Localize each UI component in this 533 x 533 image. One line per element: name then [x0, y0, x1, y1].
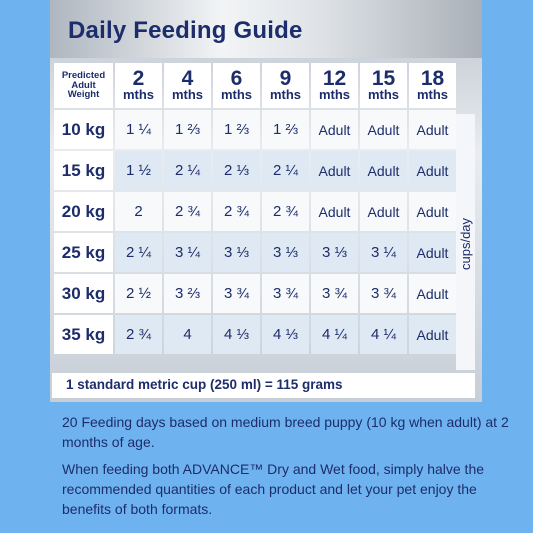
table-cell: Adult [409, 315, 456, 354]
age-header-15: 15 mths [360, 63, 407, 108]
table-cell: 1 ¼ [115, 110, 162, 149]
table-cell: 3 ¾ [311, 274, 358, 313]
table-row: 20 kg 2 2 ¾ 2 ¾ 2 ¾ Adult Adult Adult [54, 192, 456, 231]
table-cell: 3 ¼ [360, 233, 407, 272]
age-number: 9 [279, 67, 292, 91]
age-unit: mths [367, 87, 400, 103]
age-header-4: 4 mths [164, 63, 211, 108]
row-weight: 15 kg [54, 151, 113, 190]
age-header-18: 18 mths [409, 63, 456, 108]
age-unit: mths [416, 87, 449, 103]
table-cell: 2 ¼ [164, 151, 211, 190]
age-header-9: 9 mths [262, 63, 309, 108]
table-cell: 3 ¾ [262, 274, 309, 313]
table-cell: 2 ⅓ [213, 151, 260, 190]
row-weight: 35 kg [54, 315, 113, 354]
table-cell: 2 ¾ [262, 192, 309, 231]
feeding-days-note: 20 Feeding days based on medium breed pu… [62, 414, 509, 450]
age-header-2: 2 mths [115, 63, 162, 108]
weight-header: Predicted Adult Weight [54, 63, 113, 108]
table-cell: Adult [311, 151, 358, 190]
table-cell: 3 ¾ [360, 274, 407, 313]
age-number: 15 [371, 67, 396, 91]
age-header-12: 12 mths [311, 63, 358, 108]
age-unit: mths [171, 87, 204, 103]
table-cell: Adult [409, 274, 456, 313]
table-cell: 2 ¾ [164, 192, 211, 231]
row-weight: 25 kg [54, 233, 113, 272]
table-cell: 4 ⅓ [213, 315, 260, 354]
age-unit: mths [122, 87, 155, 103]
cup-note: 1 standard metric cup (250 ml) = 115 gra… [66, 377, 343, 392]
age-unit: mths [220, 87, 253, 103]
table-cell: 3 ¼ [164, 233, 211, 272]
table-cell: 3 ⅓ [213, 233, 260, 272]
guide-title: Daily Feeding Guide [68, 17, 303, 44]
header-row: Predicted Adult Weight 2 mths 4 mths 6 mths… [54, 63, 456, 108]
table-cell: Adult [409, 233, 456, 272]
row-weight: 20 kg [54, 192, 113, 231]
table-cell: Adult [360, 151, 407, 190]
unit-label: cups/day [458, 217, 473, 270]
table-cell: 2 ¾ [213, 192, 260, 231]
table-cell: Adult [360, 110, 407, 149]
weight-header-line: Predicted [61, 69, 106, 81]
table-row: 25 kg 2 ¼ 3 ¼ 3 ⅓ 3 ⅓ 3 ⅓ 3 ¼ Adult [54, 233, 456, 272]
age-number: 18 [420, 67, 445, 91]
cup-note-bar [52, 373, 475, 398]
table-cell: 1 ⅔ [213, 110, 260, 149]
table-cell: 2 ¾ [115, 315, 162, 354]
table-cell: Adult [311, 110, 358, 149]
table-cell: 3 ⅓ [262, 233, 309, 272]
table-cell: 4 [164, 315, 211, 354]
table-row: 10 kg 1 ¼ 1 ⅔ 1 ⅔ 1 ⅔ Adult Adult Adult [54, 110, 456, 149]
age-number: 4 [181, 67, 194, 91]
table-cell: Adult [360, 192, 407, 231]
table-cell: 2 [115, 192, 162, 231]
table-cell: 4 ¼ [311, 315, 358, 354]
table-cell: 3 ⅔ [164, 274, 211, 313]
age-number: 6 [230, 67, 243, 91]
table-cell: 1 ⅔ [262, 110, 309, 149]
table-row: 30 kg 2 ½ 3 ⅔ 3 ¾ 3 ¾ 3 ¾ 3 ¾ Adult [54, 274, 456, 313]
table-cell: Adult [311, 192, 358, 231]
row-weight: 30 kg [54, 274, 113, 313]
table-cell: 3 ⅓ [311, 233, 358, 272]
age-unit: mths [318, 87, 351, 103]
row-weight: 10 kg [54, 110, 113, 149]
feeding-table: Predicted Adult Weight 2 mths 4 mths 6 mths… [52, 61, 458, 356]
table-cell: 3 ¾ [213, 274, 260, 313]
table-row: 35 kg 2 ¾ 4 4 ⅓ 4 ⅓ 4 ¼ 4 ¼ Adult [54, 315, 456, 354]
dry-wet-note: When feeding both ADVANCE™ Dry and Wet f… [62, 461, 485, 517]
unit-bar [456, 114, 475, 370]
title-bar [50, 0, 482, 58]
table-cell: Adult [409, 192, 456, 231]
age-header-6: 6 mths [213, 63, 260, 108]
weight-header-line: Weight [67, 89, 100, 101]
table-cell: Adult [409, 151, 456, 190]
age-unit: mths [269, 87, 302, 103]
table-cell: 1 ½ [115, 151, 162, 190]
table-cell: 2 ½ [115, 274, 162, 313]
table-cell: 2 ¼ [262, 151, 309, 190]
table-cell: 2 ¼ [115, 233, 162, 272]
table-cell: 4 ⅓ [262, 315, 309, 354]
table-cell: 4 ¼ [360, 315, 407, 354]
weight-header-line: Adult [71, 79, 96, 91]
table-row: 15 kg 1 ½ 2 ¼ 2 ⅓ 2 ¼ Adult Adult Adult [54, 151, 456, 190]
age-number: 12 [322, 67, 347, 91]
table-cell: Adult [409, 110, 456, 149]
age-number: 2 [132, 67, 145, 91]
table-cell: 1 ⅔ [164, 110, 211, 149]
